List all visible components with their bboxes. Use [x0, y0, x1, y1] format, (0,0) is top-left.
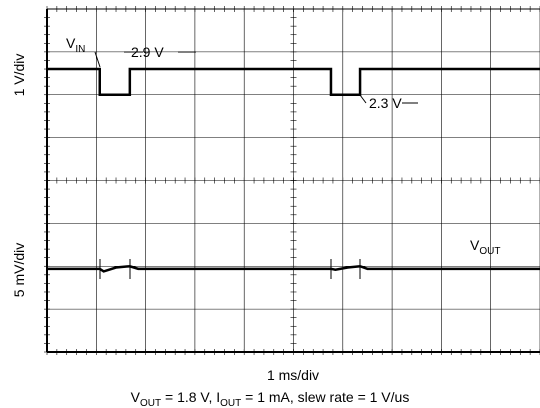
text-part: = 1 mA, slew rate = 1 V/us — [241, 389, 409, 405]
annotation: 2.3 V — [369, 95, 402, 111]
leader-lines — [94, 51, 418, 104]
text-part: 2.3 V — [369, 95, 402, 111]
text-part: V — [66, 35, 76, 51]
text-part: OUT — [479, 246, 500, 257]
text-part: IN — [75, 44, 85, 55]
trace — [47, 67, 540, 96]
trace — [47, 264, 540, 273]
text-part: V — [470, 237, 480, 253]
y-axis-label: 5 mV/div — [11, 243, 27, 297]
text-part: V — [131, 389, 141, 405]
x-axis-label: 1 ms/div — [267, 367, 319, 383]
text-part: = 1.8 V, I — [161, 389, 220, 405]
text-part: 2.9 V — [131, 44, 164, 60]
grid — [44, 6, 540, 355]
caption: VOUT = 1.8 V, IOUT = 1 mA, slew rate = 1… — [131, 389, 410, 408]
text-part: OUT — [140, 398, 161, 408]
annotation: 2.9 V — [131, 44, 164, 60]
annotation: VOUT — [470, 237, 500, 257]
annotation: VIN — [66, 35, 85, 55]
traces — [47, 67, 540, 273]
y-axis-label: 1 V/div — [11, 54, 27, 97]
text-part: OUT — [220, 398, 241, 408]
